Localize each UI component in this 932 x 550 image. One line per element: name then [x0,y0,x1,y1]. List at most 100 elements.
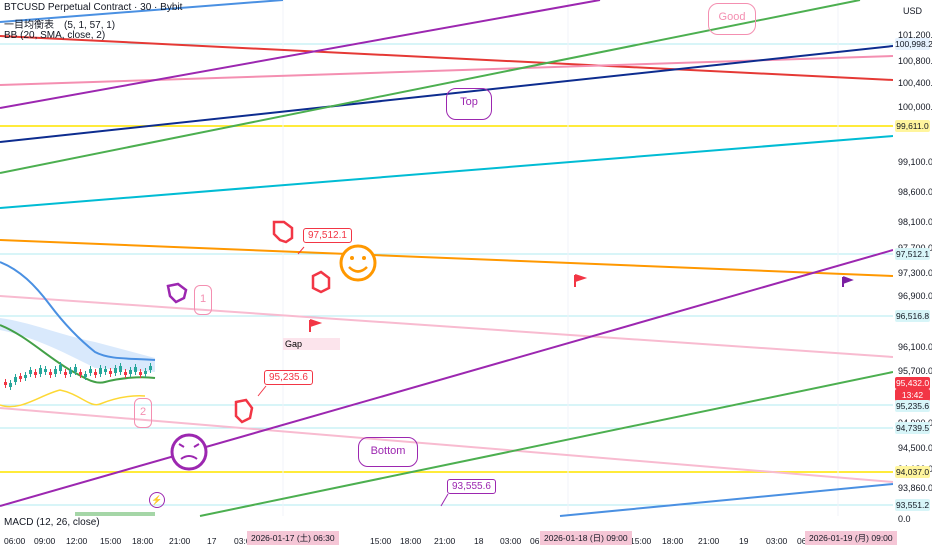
candle [109,371,112,374]
trendline-pink-mid[interactable] [0,295,893,358]
bb-lower-band [0,389,146,408]
legend-bb[interactable]: BB (20, SMA, close, 2) [4,30,106,41]
time-tick: 21:00 [434,536,456,546]
time-tick: 15:00 [630,536,652,546]
top-label[interactable]: Top [446,88,492,120]
price-badge: 93,551.2 [895,499,930,511]
flag-icon[interactable] [309,319,323,332]
candle [34,372,37,375]
candle [89,369,92,373]
time-scale[interactable] [0,530,932,550]
trendline-cyan[interactable] [0,135,893,209]
bottom-label[interactable]: Bottom [358,437,418,467]
pointing-hand-icon[interactable] [311,270,331,294]
date-tag: 2026-01-19 (月) 09:00 [805,531,897,545]
candle [84,374,87,377]
price-badge: 96,516.8 [895,310,930,322]
legend-symbol[interactable]: BTCUSD Perpetual Contract · 30 · Bybit [4,2,183,13]
price-tick: 100,400.0 [898,78,932,88]
candle [59,365,62,371]
trendline-orange[interactable] [0,239,893,277]
candle [54,369,57,374]
time-tick: 21:00 [169,536,191,546]
gap-label[interactable]: Gap [283,338,340,350]
legend-macd[interactable]: MACD (12, 26, close) [4,517,100,528]
trendline-purple-upper[interactable] [0,0,601,109]
time-tick: 03:00 [766,536,788,546]
currency-label: USD [903,6,923,16]
price-tick: 97,300.0 [898,268,932,278]
candle [139,372,142,375]
price-tick: 100,800.0 [898,56,932,66]
price-callout[interactable]: 95,235.6 [264,370,313,385]
trendline-blue-bottom[interactable] [559,483,893,517]
price-callout[interactable]: 97,512.1 [303,228,352,243]
price-badge: 97,512.1 [895,248,930,260]
time-tick: 03:00 [234,536,256,546]
price-callout[interactable]: 93,555.6 [447,479,496,494]
time-tick: 18 [474,536,484,546]
trendline-pink-upper[interactable] [0,55,893,86]
price-tick: 99,100.0 [898,157,932,167]
candle [24,375,27,378]
price-tick: 96,100.0 [898,342,932,352]
trendline-green-lower[interactable] [199,371,893,517]
candle [29,370,32,374]
time-tick: 09:00 [34,536,56,546]
candle [39,368,42,374]
price-tick: 0.0 [898,514,911,524]
chart-canvas[interactable] [0,0,893,530]
wave-label-2[interactable]: 2 [134,398,152,428]
candle [19,376,22,379]
grimace-face-icon[interactable] [170,433,208,471]
candle [104,369,107,372]
candle [79,372,82,375]
price-badge: 100,998.2 [895,38,932,50]
candle [94,372,97,375]
price-tick: 96,900.0 [898,291,932,301]
wave-label-1[interactable]: 1 [194,285,212,315]
good-label[interactable]: Good [708,3,756,35]
candle [9,383,12,387]
ichimoku-cloud [0,318,155,372]
time-tick: 21:00 [698,536,720,546]
price-tick: 101,200.0 [898,30,932,40]
price-badge: 95,235.6 [895,400,930,412]
lightning-icon[interactable]: ⚡ [149,492,165,508]
candlesticks[interactable] [4,362,152,390]
trendline-blue-top[interactable] [0,0,284,23]
trendline-pink-lower[interactable] [0,407,893,483]
smiley-icon[interactable] [339,244,377,282]
macd-histogram [75,512,155,516]
legend-ichimoku[interactable]: 一目均衡表 (5, 1, 57, 1) [4,20,116,31]
time-tick: 18:00 [132,536,154,546]
price-tick: 100,000.0 [898,102,932,112]
time-tick: 15:00 [100,536,122,546]
flag-icon[interactable] [574,274,588,287]
price-badge: 13:42 [895,389,930,401]
time-tick: 15:00 [370,536,392,546]
date-tag: 2026-01-18 (日) 09:00 [540,531,632,545]
candle [124,372,127,375]
time-tick: 17 [207,536,217,546]
price-badge: 94,037.0 [895,466,930,478]
candle [74,367,77,372]
candle [129,370,132,374]
price-tick: 94,500.0 [898,443,932,453]
pointing-hand-icon[interactable] [272,220,294,244]
time-tick: 12:00 [66,536,88,546]
trendline-red[interactable] [0,35,893,81]
price-tick: 93,860.0 [898,483,932,493]
time-tick: 18:00 [662,536,684,546]
candle [49,372,52,375]
trendline-purple-lower[interactable] [0,249,893,507]
flag-icon[interactable] [842,276,854,287]
candle [14,377,17,382]
candle [144,371,147,374]
time-tick: 18:00 [400,536,422,546]
price-badge: 99,611.0 [895,120,930,132]
pointing-hand-icon[interactable] [166,282,188,304]
price-badge: 94,739.5 [895,422,930,434]
pointing-hand-icon[interactable] [234,398,254,424]
price-badge: 95,432.0 [895,377,930,389]
